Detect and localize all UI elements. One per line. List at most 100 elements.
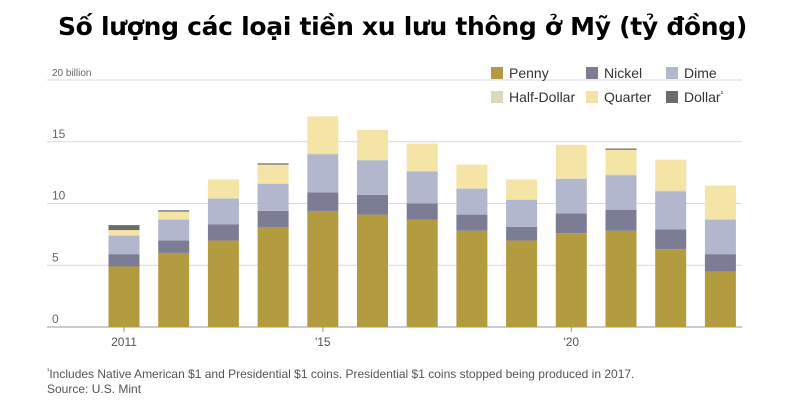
bar-segment-half-dollar (704, 218, 736, 220)
bar-segment-penny (555, 233, 587, 327)
bar-segment-nickel (307, 192, 339, 211)
bar-segment-half-dollar (307, 153, 339, 155)
gridlines: 0 5 10 15 20 billion (47, 68, 742, 328)
bar-segment-quarter (158, 211, 190, 219)
bar-segment-nickel (406, 203, 438, 220)
bar-segment-penny (257, 226, 289, 327)
legend-swatch (491, 91, 503, 103)
legend-label: Quarter (604, 89, 652, 105)
bar-segment-dollar (108, 225, 140, 231)
bar-segment-dime (456, 188, 488, 215)
bar-segment-dime (555, 178, 587, 214)
bars (108, 116, 736, 327)
bar-segment-half-dollar (158, 218, 190, 220)
footnote-marker: ¹ (47, 368, 50, 375)
bar-segment-penny (357, 214, 388, 327)
bar-segment-dime (605, 175, 637, 210)
bar-segment-quarter (704, 185, 736, 219)
bar-segment-dime (257, 183, 289, 211)
bar-segment-dime (704, 219, 736, 255)
legend-footnote-marker: ¹ (721, 89, 724, 98)
bar-segment-penny (456, 230, 488, 327)
bar-segment-half-dollar (605, 174, 637, 176)
bar-segment-penny (158, 252, 190, 327)
bar-segment-half-dollar (108, 234, 140, 236)
legend-label: Dime (684, 65, 717, 81)
bar-segment-penny (108, 266, 140, 327)
bar-segment-quarter (108, 230, 140, 235)
bar-segment-nickel (655, 229, 687, 250)
x-axis: 2011 '15 '20 (111, 327, 579, 349)
bar-segment-quarter (506, 179, 538, 200)
footnote-text: Includes Native American $1 and Presiden… (49, 367, 635, 381)
legend-swatch (586, 91, 598, 103)
legend-label: Dollar¹ (684, 89, 724, 105)
bar-segment-quarter (456, 164, 488, 189)
bar-segment-penny (207, 240, 239, 327)
bar-segment-dollar (257, 163, 289, 165)
bar-segment-dime (307, 154, 339, 193)
bar-segment-dollar (158, 210, 190, 212)
legend-swatch (586, 67, 598, 79)
bar-segment-nickel (704, 254, 736, 272)
bar-segment-nickel (605, 209, 637, 231)
bar-segment-half-dollar (655, 190, 687, 192)
bar-segment-half-dollar (257, 183, 289, 184)
bar-segment-dime (406, 171, 438, 204)
bar-segment-quarter (307, 116, 339, 154)
legend-swatch (491, 67, 503, 79)
legend-swatch (666, 91, 678, 103)
bar-segment-nickel (257, 210, 289, 227)
bar-segment-dime (357, 160, 388, 195)
legend-swatch (666, 67, 678, 79)
y-tick-label: 0 (52, 312, 59, 326)
bar-segment-dime (158, 219, 190, 241)
bar-segment-quarter (605, 149, 637, 175)
bar-segment-half-dollar (207, 197, 239, 199)
bar-segment-nickel (555, 213, 587, 234)
bar-segment-nickel (108, 254, 140, 267)
bar-segment-penny (406, 219, 438, 327)
bar-segment-penny (506, 240, 538, 327)
x-tick-label: '15 (315, 335, 331, 349)
source-note: Source: U.S. Mint (47, 382, 142, 396)
legend-label: Nickel (604, 65, 642, 81)
y-tick-label: 10 (52, 189, 66, 203)
chart-title: Số lượng các loại tiền xu lưu thông ở Mỹ… (57, 12, 748, 41)
bar-segment-nickel (456, 214, 488, 231)
bar-segment-dollar (605, 148, 637, 150)
bar-segment-half-dollar (406, 170, 438, 172)
bar-segment-nickel (158, 240, 190, 253)
bar-segment-quarter (655, 159, 687, 191)
bar-segment-quarter (555, 144, 587, 179)
bar-segment-dime (108, 235, 140, 255)
x-tick-label: 2011 (111, 335, 137, 349)
bar-segment-nickel (506, 226, 538, 241)
bar-segment-quarter (207, 179, 239, 198)
footnote: ¹Includes Native American $1 and Preside… (47, 367, 634, 381)
x-tick-label: '20 (563, 335, 579, 349)
y-tick-label: 20 billion (52, 68, 91, 79)
bar-segment-quarter (257, 164, 289, 184)
bar-segment-quarter (357, 130, 388, 160)
legend-label: Half-Dollar (509, 89, 575, 105)
bar-segment-penny (605, 230, 637, 327)
bar-segment-half-dollar (456, 188, 488, 189)
y-tick-label: 15 (52, 127, 66, 141)
bar-segment-penny (704, 271, 736, 327)
bar-segment-penny (655, 249, 687, 327)
legend: Penny Nickel Dime Half-Dollar Quarter Dollar¹ (491, 65, 724, 105)
bar-segment-penny (307, 210, 339, 327)
legend-label: Penny (509, 65, 549, 81)
bar-segment-quarter (406, 143, 438, 171)
bar-segment-half-dollar (555, 178, 587, 179)
bar-segment-nickel (357, 194, 388, 215)
bar-segment-dime (207, 198, 239, 225)
bar-segment-half-dollar (357, 159, 388, 161)
bar-segment-dime (655, 191, 687, 230)
bar-segment-half-dollar (506, 199, 538, 200)
bar-segment-dime (506, 199, 538, 227)
y-tick-label: 5 (52, 250, 59, 264)
bar-segment-nickel (207, 224, 239, 241)
